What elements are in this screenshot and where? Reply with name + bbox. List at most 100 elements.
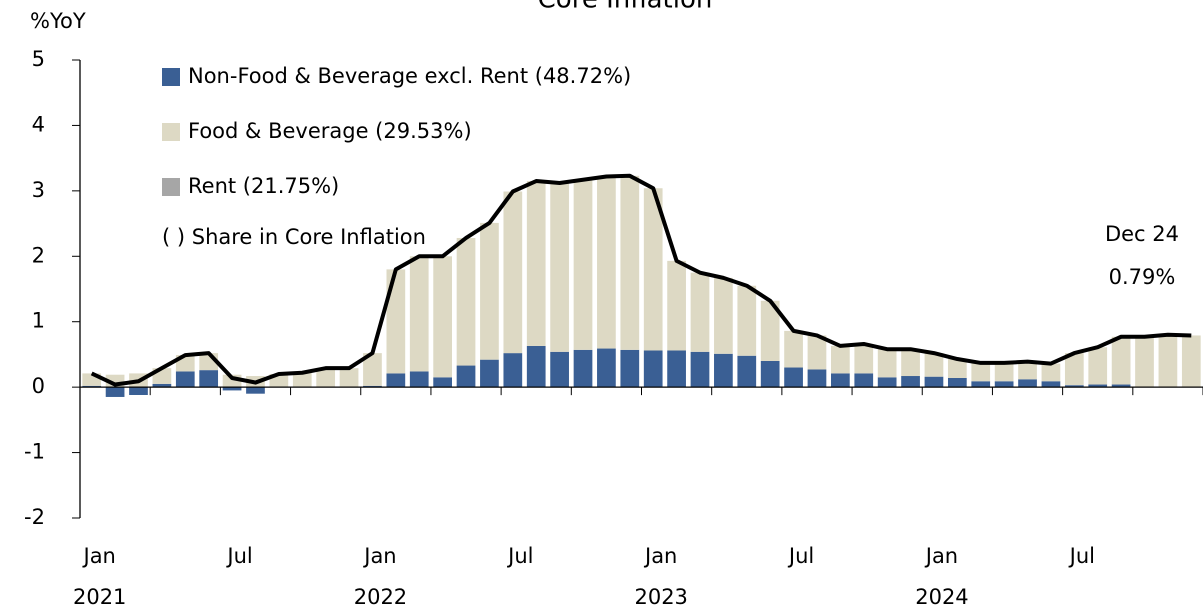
bar: [807, 369, 827, 388]
bar: [690, 351, 710, 388]
bar: [620, 175, 640, 350]
y-tick-label: 4: [32, 112, 45, 136]
bar: [573, 349, 593, 388]
x-tick-label: Jan 2023: [634, 544, 687, 609]
bar: [316, 368, 336, 387]
bar: [877, 377, 897, 388]
bar: [831, 345, 850, 374]
bar: [409, 256, 429, 372]
bar: [573, 179, 593, 350]
bar: [854, 373, 874, 388]
bar: [363, 353, 382, 386]
bar: [971, 381, 991, 388]
bar: [386, 269, 406, 374]
bar: [924, 353, 944, 377]
bar: [339, 368, 359, 387]
bar: [526, 181, 546, 346]
bar: [737, 355, 757, 388]
bar: [807, 335, 827, 370]
x-tick-label: Jul: [787, 544, 814, 568]
bar: [550, 351, 569, 388]
bar: [620, 349, 640, 388]
legend-label: Non-Food & Beverage excl. Rent (48.72%): [188, 64, 631, 88]
bar: [1018, 379, 1037, 388]
bar: [526, 345, 546, 388]
y-axis-label: %YoY: [30, 9, 86, 33]
x-tick-label: Jan 2024: [915, 544, 968, 609]
bar: [784, 330, 803, 368]
bar: [433, 377, 452, 388]
bar: [597, 348, 616, 388]
annotation: Dec 24: [1105, 222, 1179, 246]
bar: [1088, 347, 1108, 385]
legend-note: ( ) Share in Core Inflation: [162, 225, 426, 249]
y-tick-label: 5: [32, 47, 45, 71]
bar: [667, 350, 686, 388]
x-tick-label: Jan 2022: [354, 544, 407, 609]
x-tick-label: Jul: [1068, 544, 1095, 568]
bar: [152, 383, 172, 388]
bar: [831, 373, 850, 388]
core-line: [90, 173, 1192, 387]
bar: [597, 176, 616, 349]
bar: [877, 349, 897, 378]
bar: [901, 376, 920, 388]
bar: [1041, 381, 1061, 388]
bar: [901, 349, 920, 377]
bar: [737, 285, 757, 356]
y-tick-label: -2: [24, 505, 45, 529]
bar: [550, 183, 569, 352]
bar: [1111, 336, 1131, 385]
bar: [222, 387, 242, 391]
bar: [667, 260, 686, 351]
bar: [1088, 384, 1108, 388]
x-tick-label: Jan 2021: [73, 544, 126, 609]
bar: [1064, 385, 1084, 388]
bar: [994, 381, 1014, 388]
bar: [643, 350, 663, 388]
bar: [1135, 336, 1154, 388]
bar: [784, 367, 803, 388]
legend-label: Food & Beverage (29.53%): [188, 119, 472, 143]
x-tick-label: Jul: [506, 544, 533, 568]
bar: [1064, 353, 1084, 386]
y-tick-label: 1: [32, 309, 45, 333]
bar: [363, 385, 382, 388]
bar: [690, 272, 710, 352]
bar: [175, 371, 195, 388]
legend-swatch: [162, 178, 180, 196]
bar: [456, 365, 476, 388]
bar: [82, 385, 102, 388]
bar: [714, 277, 733, 354]
bar: [246, 387, 265, 394]
bar: [1018, 361, 1037, 380]
bar: [503, 191, 523, 354]
y-tick-label: -1: [24, 440, 45, 464]
legend-swatch: [162, 123, 180, 141]
bar: [480, 222, 499, 360]
bar: [760, 360, 780, 388]
bar: [1111, 384, 1131, 388]
bar: [1181, 335, 1201, 388]
bar: [947, 377, 967, 388]
bar: [105, 387, 125, 397]
value-label: 0.79%: [1109, 265, 1176, 289]
bar: [433, 256, 452, 378]
bar: [760, 300, 780, 361]
bar: [1041, 363, 1061, 382]
bar: [994, 362, 1014, 382]
bar: [409, 371, 429, 388]
bar: [456, 237, 476, 366]
y-tick-label: 2: [32, 243, 45, 267]
bar: [714, 353, 733, 388]
bar: [386, 373, 406, 388]
bar: [480, 359, 499, 388]
x-tick-label: Jul: [225, 544, 252, 568]
bar: [129, 387, 148, 395]
bar: [971, 362, 991, 382]
y-tick-label: 3: [32, 178, 45, 202]
bar: [854, 343, 874, 374]
bar: [643, 188, 663, 351]
